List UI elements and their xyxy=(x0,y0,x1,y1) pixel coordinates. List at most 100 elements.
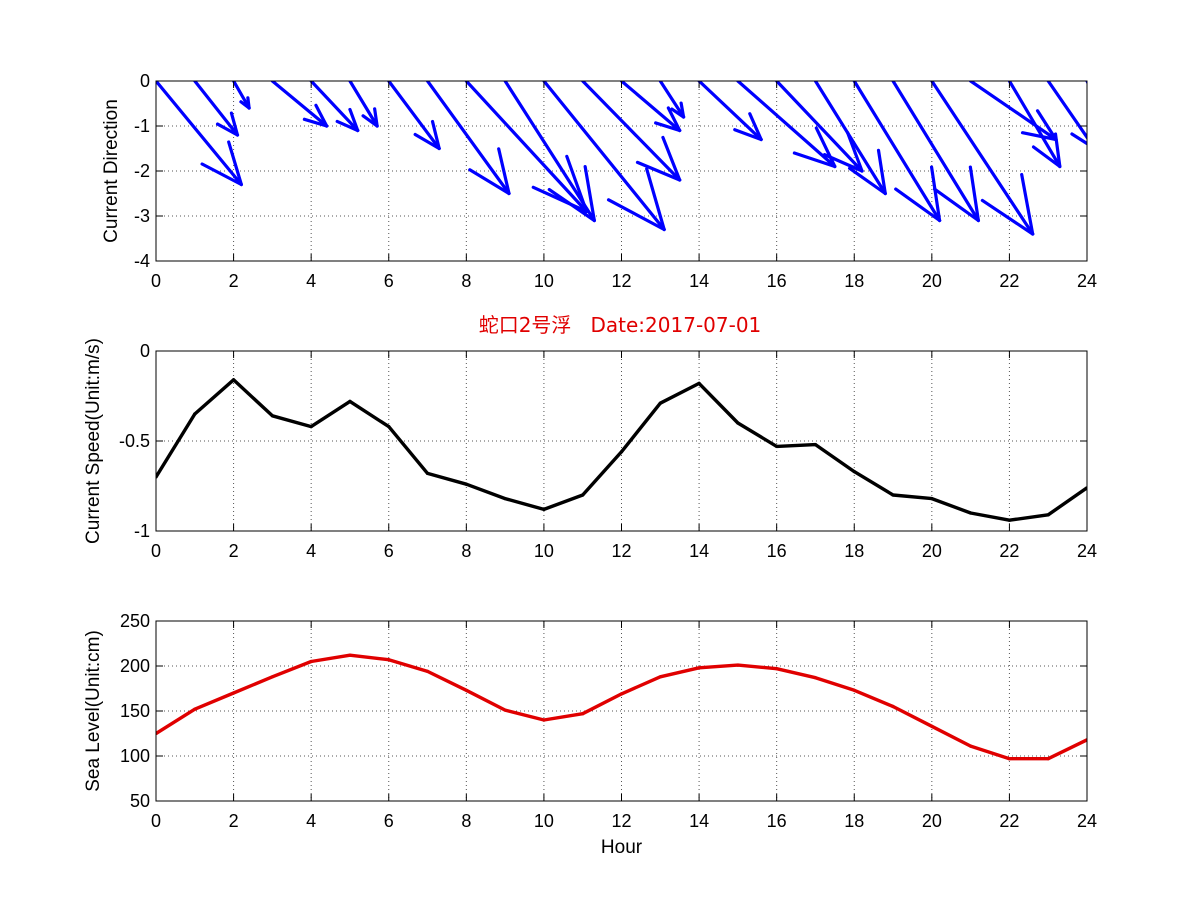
direction-arrow-head xyxy=(497,147,511,196)
x-tick-label: 22 xyxy=(999,811,1019,831)
direction-arrow-shaft xyxy=(231,81,251,110)
direction-arrow-head xyxy=(547,187,596,223)
direction-arrow-head xyxy=(430,119,441,151)
sea_level-data-point xyxy=(930,724,934,728)
x-tick-label: 16 xyxy=(767,541,787,561)
direction-arrow-head xyxy=(635,160,682,182)
direction-arrow-head xyxy=(335,119,360,133)
direction-arrow-head xyxy=(814,126,837,169)
direction-arrow-head xyxy=(661,135,682,182)
direction-arrow-shaft xyxy=(658,81,686,119)
direction-arrow xyxy=(156,81,243,187)
direction-arrow-head xyxy=(929,165,942,223)
sea_level-data-point xyxy=(658,675,662,679)
y-tick-label: -1 xyxy=(134,521,150,541)
speed-data-point xyxy=(348,399,352,403)
direction-arrow-shaft xyxy=(969,81,1058,142)
direction-arrow-shaft xyxy=(891,81,980,223)
direction-arrow-shaft xyxy=(309,81,360,133)
x-tick-label: 4 xyxy=(306,811,316,831)
speed-data-point xyxy=(736,421,740,425)
direction-arrow xyxy=(891,81,980,223)
x-tick-label: 4 xyxy=(306,271,316,291)
x-tick-label: 12 xyxy=(611,541,631,561)
speed-data-point xyxy=(1007,518,1012,522)
sea_level-data-point xyxy=(542,718,546,722)
direction-arrow-shaft xyxy=(425,81,511,196)
speed-data-point xyxy=(503,497,507,501)
direction-arrow-head xyxy=(1106,107,1107,122)
direction-arrow xyxy=(736,81,837,169)
direction-arrow-head xyxy=(583,165,596,223)
direction-marks xyxy=(156,81,1107,236)
y-tick-label: -0.5 xyxy=(119,431,150,451)
direction-arrow-shaft xyxy=(697,81,763,142)
sea_level-data-point xyxy=(270,675,274,679)
direction-arrow-shaft xyxy=(542,81,666,232)
speed-y-axis-label: Current Speed(Unit:m/s) xyxy=(83,338,104,544)
x-tick-label: 12 xyxy=(611,271,631,291)
sea_level-data-point xyxy=(581,712,585,716)
x-tick-label: 20 xyxy=(922,541,942,561)
y-tick-label: 0 xyxy=(140,341,150,361)
y-tick-label: 100 xyxy=(120,746,150,766)
speed-data-point xyxy=(658,401,662,405)
direction-arrow xyxy=(231,81,251,110)
direction-arrow xyxy=(464,81,589,214)
x-tick-label: 20 xyxy=(922,811,942,831)
sea_level-data-point xyxy=(503,708,507,712)
direction-arrow-head xyxy=(968,165,980,223)
direction-arrow-shaft xyxy=(387,81,441,151)
direction-arrow-head xyxy=(822,153,864,173)
x-tick-label: 20 xyxy=(922,271,942,291)
x-tick-label: 8 xyxy=(461,271,471,291)
speed-data-point xyxy=(813,443,818,447)
direction-arrow xyxy=(348,81,379,128)
direction-arrow-head xyxy=(666,106,682,133)
direction-arrow xyxy=(697,81,763,142)
speed-data-point xyxy=(852,470,856,474)
direction-arrow-shaft xyxy=(930,81,1035,236)
direction-arrow-shaft xyxy=(193,81,240,137)
direction-arrow xyxy=(425,81,511,196)
x-tick-label: 18 xyxy=(844,811,864,831)
x-tick-label: 4 xyxy=(306,541,316,561)
direction-arrow-shaft xyxy=(503,81,596,223)
x-tick-label: 16 xyxy=(767,271,787,291)
speed-data-point xyxy=(1046,513,1050,517)
x-tick-label: 6 xyxy=(384,811,394,831)
speed-data-point xyxy=(581,493,585,497)
speed-data-point xyxy=(387,425,391,429)
sea_level-data-point xyxy=(697,666,701,670)
direction-arrow-shaft xyxy=(581,81,682,182)
y-tick-label: -4 xyxy=(134,251,150,271)
direction-arrow-shaft xyxy=(1085,81,1087,85)
x-tick-label: 0 xyxy=(151,541,161,561)
x-tick-label: 10 xyxy=(534,541,554,561)
sea_level-data-point xyxy=(891,704,895,709)
direction-arrow xyxy=(969,81,1058,142)
x-tick-label: 12 xyxy=(611,811,631,831)
direction-arrow-head xyxy=(373,107,379,128)
direction-arrow-head xyxy=(200,162,243,187)
direction-arrow xyxy=(309,81,360,133)
x-tick-label: 8 xyxy=(461,811,471,831)
x-tick-label: 24 xyxy=(1077,541,1097,561)
sea_level-data-point xyxy=(1007,757,1012,761)
direction-arrow xyxy=(619,81,682,133)
direction-arrow-head xyxy=(239,100,251,110)
x-tick-label: 2 xyxy=(229,811,239,831)
direction-arrow-head xyxy=(645,167,666,232)
sea_level-data-point xyxy=(775,667,779,671)
x-tick-label: 2 xyxy=(229,271,239,291)
speed-data-point xyxy=(231,378,236,382)
direction-arrow-head xyxy=(215,122,240,137)
direction-arrow-head xyxy=(1020,172,1035,236)
x-tick-label: 6 xyxy=(384,541,394,561)
speed-data-point xyxy=(969,511,973,515)
direction-arrow xyxy=(930,81,1035,236)
direction-arrow-head xyxy=(848,166,887,196)
direction-arrow-shaft xyxy=(775,81,864,173)
direction-arrow-head xyxy=(1095,112,1106,122)
